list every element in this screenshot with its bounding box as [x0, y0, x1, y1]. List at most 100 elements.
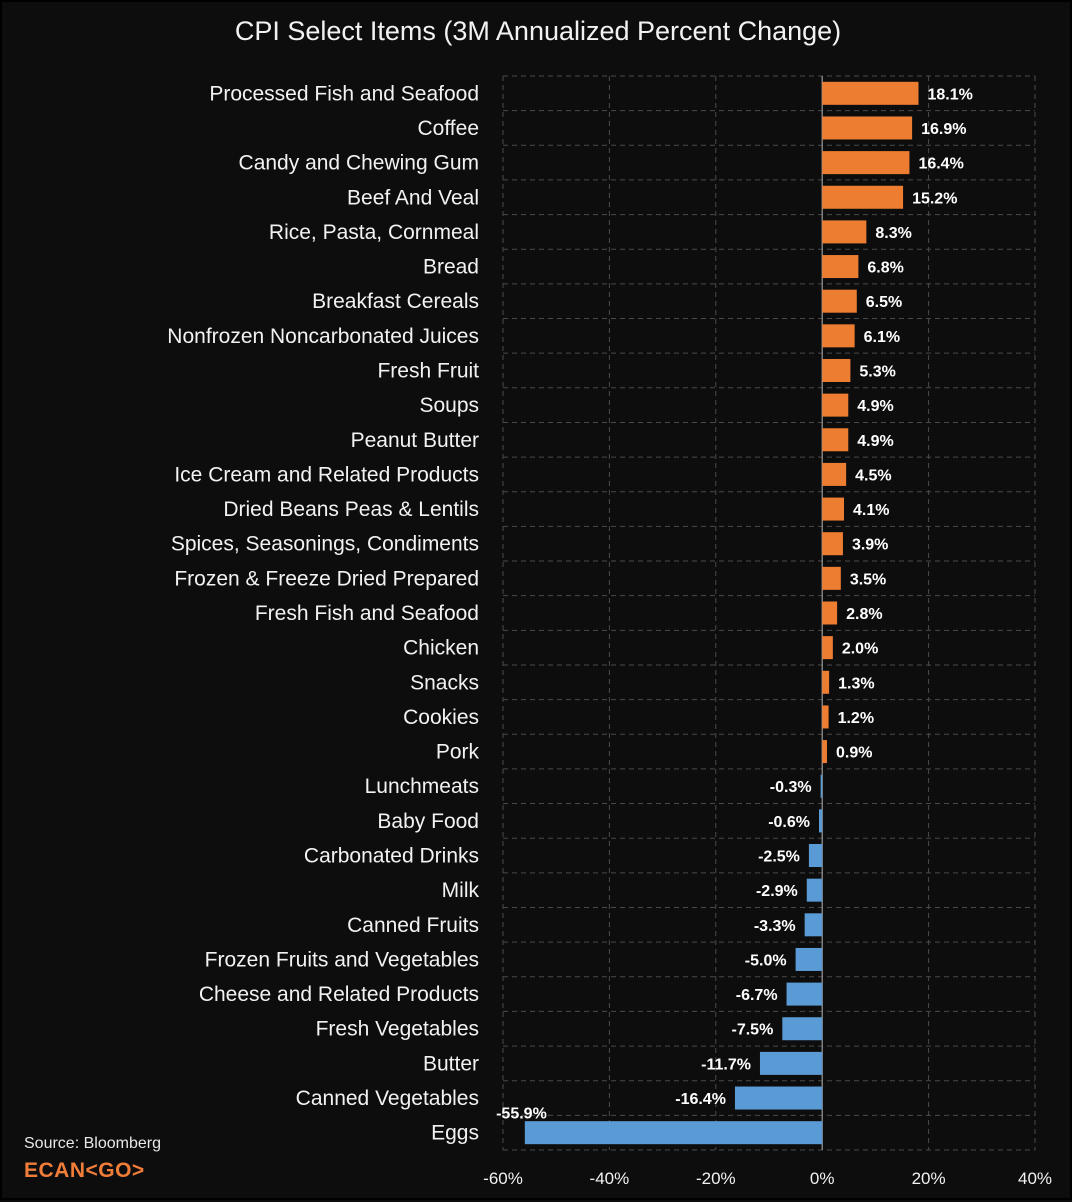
data-label: -0.3%: [770, 779, 812, 796]
bar: [822, 289, 857, 313]
x-tick-label: -60%: [483, 1169, 523, 1188]
data-label: 4.5%: [855, 467, 891, 484]
bar: [822, 151, 910, 175]
x-tick-label: 40%: [1018, 1169, 1052, 1188]
bar: [759, 1051, 823, 1075]
data-label: 6.1%: [864, 329, 900, 346]
category-label: Bread: [423, 256, 479, 279]
data-label: -7.5%: [732, 1022, 774, 1039]
category-label: Candy and Chewing Gum: [239, 152, 479, 175]
category-label: Fresh Fish and Seafood: [255, 602, 479, 625]
source-label: Source: Bloomberg: [24, 1135, 161, 1152]
bar: [734, 1086, 823, 1110]
data-label: -5.0%: [745, 952, 787, 969]
data-label: -0.6%: [768, 814, 810, 831]
category-label: Frozen & Freeze Dried Prepared: [174, 567, 479, 590]
data-label: 2.8%: [846, 606, 882, 623]
data-label: 1.3%: [838, 675, 874, 692]
category-label: Peanut Butter: [351, 429, 479, 452]
bar: [524, 1121, 823, 1145]
category-label: Eggs: [431, 1122, 479, 1145]
category-label: Cookies: [403, 706, 479, 729]
data-label: 18.1%: [927, 86, 972, 103]
bar: [822, 532, 843, 556]
data-label: 2.0%: [842, 641, 878, 658]
data-label: 16.9%: [921, 121, 966, 138]
bar: [822, 601, 838, 625]
bar: [822, 358, 851, 382]
category-label: Butter: [423, 1052, 479, 1075]
category-label: Spices, Seasonings, Condiments: [171, 533, 479, 556]
data-label: 6.8%: [867, 260, 903, 277]
data-label: 16.4%: [918, 156, 963, 173]
category-label: Dried Beans Peas & Lentils: [223, 498, 479, 521]
bar: [822, 566, 841, 590]
x-tick-label: -20%: [696, 1169, 736, 1188]
chart-title: CPI Select Items (3M Annualized Percent …: [234, 16, 842, 46]
category-label: Processed Fish and Seafood: [209, 82, 479, 105]
bar: [822, 670, 830, 694]
bar: [822, 497, 845, 521]
category-label: Milk: [442, 879, 480, 902]
x-tick-label: 0%: [810, 1169, 835, 1188]
data-label: 8.3%: [875, 225, 911, 242]
category-label: Snacks: [410, 671, 479, 694]
bar: [782, 1017, 823, 1041]
gridlines: [502, 75, 1036, 1151]
bar: [822, 462, 847, 486]
bar: [806, 878, 823, 902]
data-label: 3.5%: [850, 571, 886, 588]
bar: [819, 809, 823, 833]
data-label: 3.9%: [852, 537, 888, 554]
category-label: Fresh Fruit: [377, 359, 479, 382]
data-label: 1.2%: [838, 710, 874, 727]
bar: [804, 913, 823, 937]
bar: [822, 324, 855, 348]
data-label: 4.9%: [857, 433, 893, 450]
category-label: Canned Vegetables: [296, 1087, 479, 1110]
category-label: Beef And Veal: [347, 186, 479, 209]
bar: [820, 774, 823, 798]
bar: [822, 705, 829, 729]
bar: [822, 185, 904, 209]
data-label: -2.5%: [758, 849, 800, 866]
data-label: 5.3%: [859, 363, 895, 380]
category-label: Frozen Fruits and Vegetables: [205, 948, 479, 971]
category-label: Rice, Pasta, Cornmeal: [269, 221, 479, 244]
data-label: 4.1%: [853, 502, 889, 519]
bar: [808, 844, 823, 868]
data-label: -2.9%: [756, 883, 798, 900]
bar: [822, 393, 849, 417]
data-label: -11.7%: [701, 1056, 751, 1073]
data-label: 15.2%: [912, 190, 957, 207]
data-label: 0.9%: [836, 745, 872, 762]
bar: [822, 636, 833, 660]
category-label: Baby Food: [377, 810, 479, 833]
bar: [822, 116, 913, 140]
category-label: Soups: [419, 394, 479, 417]
x-tick-label: 20%: [912, 1169, 946, 1188]
bar: [822, 740, 827, 764]
bar: [822, 428, 849, 452]
data-label: 4.9%: [857, 398, 893, 415]
data-label: 6.5%: [866, 294, 902, 311]
category-label: Canned Fruits: [347, 914, 479, 937]
category-label: Lunchmeats: [365, 775, 479, 798]
data-label: -16.4%: [675, 1091, 726, 1108]
data-label: -3.3%: [754, 918, 796, 935]
category-label: Carbonated Drinks: [304, 845, 479, 868]
brand-label: ECAN<GO>: [24, 1159, 145, 1182]
bar: [822, 81, 919, 105]
category-label: Nonfrozen Noncarbonated Juices: [167, 325, 479, 348]
bar: [822, 255, 859, 279]
category-label: Fresh Vegetables: [316, 1018, 479, 1041]
data-label: -6.7%: [736, 987, 778, 1004]
category-label: Cheese and Related Products: [199, 983, 479, 1006]
category-label: Pork: [436, 741, 480, 764]
x-tick-label: -40%: [590, 1169, 630, 1188]
data-label: -55.9%: [496, 1106, 547, 1123]
category-label: Coffee: [418, 117, 480, 140]
bar: [795, 947, 823, 971]
